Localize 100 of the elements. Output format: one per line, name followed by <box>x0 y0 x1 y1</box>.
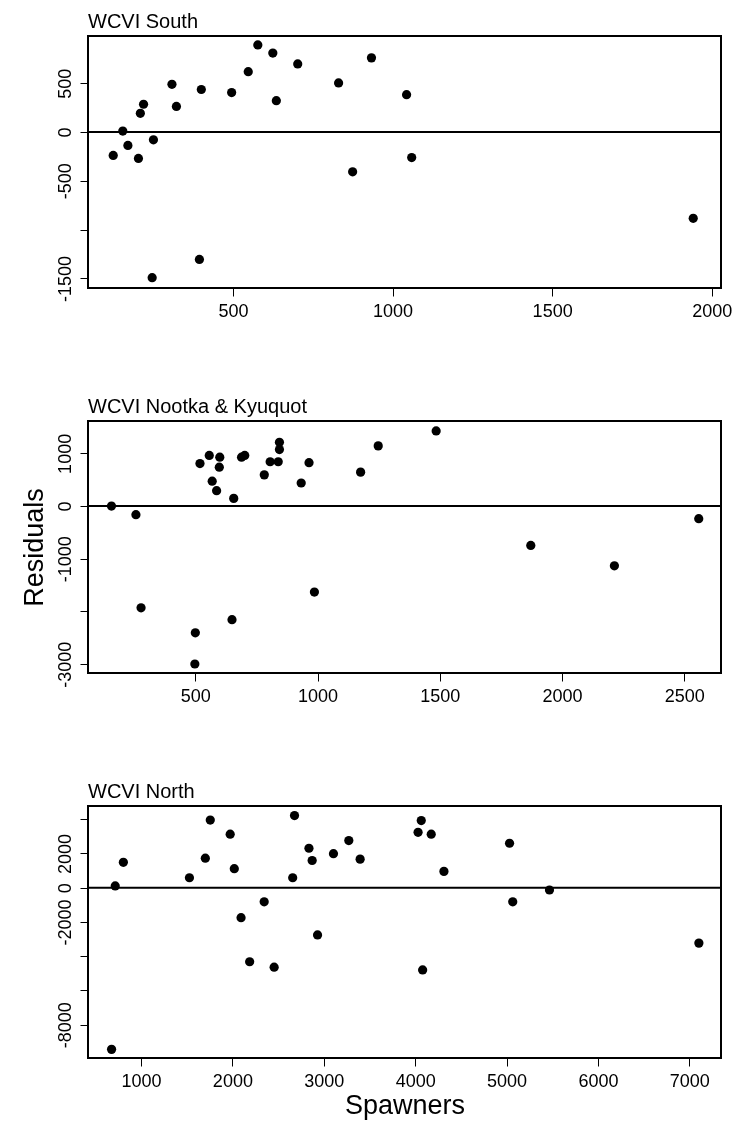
x-tick-label: 1500 <box>420 685 461 706</box>
y-tick-label: -3000 <box>54 641 75 688</box>
point <box>190 628 200 638</box>
point <box>288 873 298 883</box>
point <box>207 476 217 486</box>
point <box>309 587 320 597</box>
point <box>348 167 358 177</box>
y-tick-label: 0 <box>54 883 75 894</box>
point <box>407 152 417 163</box>
point <box>366 53 377 63</box>
point <box>196 84 206 95</box>
point <box>401 90 412 100</box>
point <box>133 153 144 164</box>
point <box>304 843 314 853</box>
point <box>135 108 145 118</box>
point <box>205 815 215 825</box>
point <box>195 458 205 469</box>
point <box>373 441 383 451</box>
point <box>225 829 235 839</box>
x-tick-label: 4000 <box>395 1070 436 1091</box>
x-tick-label: 1000 <box>298 685 339 706</box>
x-tick-label: 3000 <box>304 1070 345 1091</box>
point <box>416 815 426 826</box>
y-tick-label: -8000 <box>54 1002 75 1049</box>
chart-title: WCVI Nootka & Kyuquot <box>88 395 308 417</box>
chart-title: WCVI South <box>88 10 199 32</box>
point <box>694 938 704 948</box>
point <box>118 857 128 867</box>
point <box>215 452 225 462</box>
point <box>289 810 300 821</box>
point <box>214 462 224 472</box>
point <box>265 457 275 467</box>
y-tick-label: 0 <box>54 127 75 138</box>
point <box>439 866 449 876</box>
x-tick-label: 2500 <box>664 685 705 706</box>
point <box>274 437 285 447</box>
point <box>296 478 306 488</box>
point <box>426 829 436 839</box>
point <box>229 493 239 503</box>
point <box>148 135 159 145</box>
point <box>259 470 269 480</box>
point <box>694 514 704 524</box>
y-tick-label: -1500 <box>54 255 75 302</box>
point <box>227 615 237 625</box>
point <box>307 855 317 866</box>
x-tick-label: 1000 <box>373 300 414 321</box>
point <box>204 450 214 461</box>
point <box>106 1044 117 1054</box>
x-tick-label: 7000 <box>669 1070 710 1091</box>
point <box>136 603 146 613</box>
point <box>138 99 149 109</box>
point <box>293 59 303 69</box>
point <box>418 965 428 975</box>
y-tick-label: 2000 <box>54 833 75 875</box>
y-tick-label: -1000 <box>54 536 75 583</box>
point <box>190 659 200 669</box>
x-tick-label: 6000 <box>578 1070 619 1091</box>
y-tick-label: -2000 <box>54 899 75 946</box>
x-tick-label: 1000 <box>121 1070 162 1091</box>
point <box>167 79 177 89</box>
x-axis-title: Spawners <box>344 1089 466 1120</box>
point <box>194 254 205 264</box>
point <box>245 957 255 967</box>
point <box>413 827 423 837</box>
point <box>688 213 698 223</box>
point <box>271 96 281 106</box>
point <box>240 450 250 461</box>
point <box>268 48 278 58</box>
point <box>236 913 246 923</box>
point <box>431 426 441 436</box>
point <box>259 897 269 907</box>
point <box>123 140 133 151</box>
x-tick-label: 5000 <box>487 1070 528 1091</box>
point <box>253 40 263 50</box>
point <box>344 835 354 846</box>
point <box>131 510 141 520</box>
point <box>333 78 344 88</box>
point <box>609 561 620 571</box>
point <box>504 838 515 848</box>
point <box>328 849 339 859</box>
point <box>304 458 314 468</box>
point <box>184 873 195 883</box>
point <box>356 467 366 477</box>
point <box>108 150 118 161</box>
point <box>243 67 253 77</box>
point <box>508 897 518 907</box>
y-tick-label: 0 <box>54 501 75 512</box>
point <box>273 457 283 467</box>
x-tick-label: 1500 <box>532 300 573 321</box>
point <box>526 540 536 551</box>
x-tick-label: 500 <box>218 300 249 321</box>
point <box>200 853 210 863</box>
y-tick-label: -500 <box>54 163 75 200</box>
chart-title: WCVI North <box>88 780 195 802</box>
point <box>147 273 157 283</box>
point <box>229 864 239 874</box>
x-tick-label: 2000 <box>542 685 583 706</box>
y-tick-label: 500 <box>54 68 75 99</box>
point <box>312 930 323 940</box>
x-tick-label: 2000 <box>212 1070 253 1091</box>
